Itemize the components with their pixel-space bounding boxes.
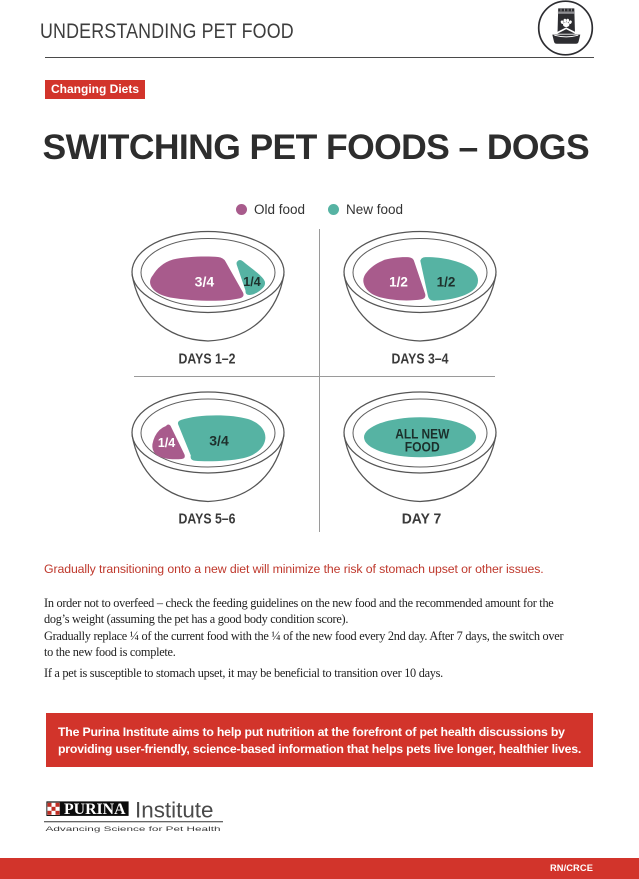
svg-text:Institute: Institute [135,797,214,822]
svg-text:3/4: 3/4 [195,274,215,290]
svg-text:DAYS 1–2: DAYS 1–2 [179,352,236,368]
svg-text:PURINA: PURINA [64,801,126,818]
svg-text:1/4: 1/4 [243,275,260,289]
svg-text:1/2: 1/2 [389,274,408,289]
svg-text:DAYS 5–6: DAYS 5–6 [179,512,236,528]
svg-text:DAY 7: DAY 7 [402,512,442,528]
svg-text:1/4: 1/4 [158,436,175,450]
svg-text:ALL NEW: ALL NEW [395,425,450,441]
svg-text:3/4: 3/4 [209,433,229,449]
svg-text:FOOD: FOOD [405,439,440,455]
svg-text:1/2: 1/2 [437,274,456,289]
svg-text:DAYS 3–4: DAYS 3–4 [392,352,449,368]
svg-text:Advancing Science for Pet Heal: Advancing Science for Pet Health [46,826,222,833]
